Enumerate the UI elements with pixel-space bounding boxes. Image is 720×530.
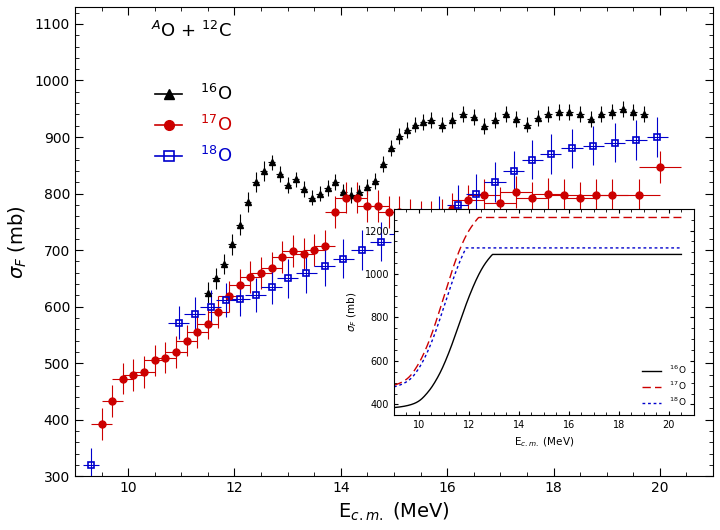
Y-axis label: $\sigma_{F}$ (mb): $\sigma_{F}$ (mb) (7, 205, 30, 279)
Text: $^{A}$O + $^{12}$C: $^{A}$O + $^{12}$C (151, 21, 233, 41)
Legend:   $^{16}$O,   $^{17}$O,   $^{18}$O: $^{16}$O, $^{17}$O, $^{18}$O (148, 77, 240, 173)
X-axis label: E$_{c.m.}$ (MeV): E$_{c.m.}$ (MeV) (338, 501, 450, 523)
